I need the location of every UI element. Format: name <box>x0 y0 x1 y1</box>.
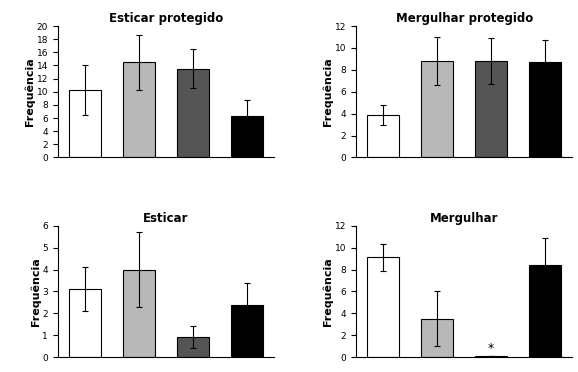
Y-axis label: Frequência: Frequência <box>31 257 41 326</box>
Bar <box>69 289 101 357</box>
Bar <box>367 257 399 357</box>
Bar <box>123 62 155 157</box>
Y-axis label: Frequência: Frequência <box>323 57 334 126</box>
Bar <box>367 115 399 157</box>
Legend: veículo - veículo, cpz 30 - veículo, veículo - cpsa 1, cpz 30 - cpsa 1: veículo - veículo, cpz 30 - veículo, veí… <box>363 31 453 77</box>
Bar <box>475 61 507 157</box>
Bar <box>529 62 561 157</box>
Y-axis label: Frequência: Frequência <box>25 57 35 126</box>
Bar <box>177 69 209 157</box>
Bar <box>123 270 155 357</box>
Bar <box>529 265 561 357</box>
Title: Mergulhar protegido: Mergulhar protegido <box>395 12 533 25</box>
Bar <box>231 116 263 157</box>
Bar <box>177 337 209 357</box>
Text: *: * <box>488 343 494 356</box>
Title: Mergulhar: Mergulhar <box>430 212 498 225</box>
Bar <box>231 305 263 357</box>
Bar <box>421 319 453 357</box>
Bar <box>69 90 101 157</box>
Title: Esticar protegido: Esticar protegido <box>109 12 223 25</box>
Y-axis label: Frequência: Frequência <box>323 257 334 326</box>
Title: Esticar: Esticar <box>143 212 188 225</box>
Bar <box>421 61 453 157</box>
Bar <box>475 356 507 357</box>
